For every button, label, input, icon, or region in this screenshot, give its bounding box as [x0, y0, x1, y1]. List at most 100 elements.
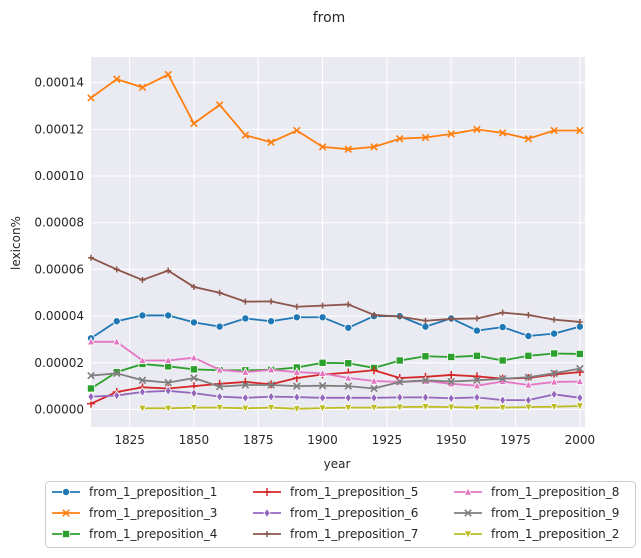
legend-entry: from_1_preposition_8: [454, 485, 619, 499]
data-point: [242, 298, 249, 305]
data-point: [395, 134, 404, 143]
data-point: [446, 403, 456, 413]
legend: from_1_preposition_1 from_1_preposition_3…: [45, 481, 636, 548]
data-point: [267, 381, 275, 389]
data-point: [113, 390, 121, 401]
data-point: [447, 377, 455, 386]
data-point: [576, 318, 583, 325]
legend-marker: [264, 531, 270, 537]
legend-marker: [62, 509, 70, 517]
data-point: [550, 349, 559, 358]
data-point: [447, 393, 455, 404]
data-point: [190, 388, 198, 399]
data-point: [524, 331, 533, 340]
data-point: [472, 380, 482, 390]
data-point: [395, 378, 404, 386]
series-from_1_preposition_2: [138, 402, 585, 414]
data-point: [421, 403, 430, 412]
data-point: [138, 355, 147, 364]
legend-entry: from_1_preposition_3: [52, 506, 217, 520]
data-point: [189, 318, 198, 327]
data-point: [138, 386, 147, 398]
data-point: [241, 314, 250, 323]
data-point: [164, 70, 172, 79]
data-point: [473, 376, 481, 385]
data-point: [575, 349, 584, 358]
series-line: [90, 314, 581, 340]
data-point: [369, 404, 379, 413]
data-point: [576, 392, 584, 403]
data-point: [345, 301, 352, 308]
data-point: [498, 404, 507, 413]
data-point: [241, 381, 250, 389]
data-point: [318, 358, 327, 367]
data-point: [421, 376, 430, 385]
data-point: [549, 403, 559, 412]
data-point: [86, 336, 96, 346]
series-from_1_preposition_6: [87, 385, 584, 406]
legend-marker: [62, 487, 71, 496]
x-tick-label: 1875: [243, 433, 274, 447]
data-point: [499, 309, 506, 316]
legend-entry: from_1_preposition_9: [454, 506, 619, 520]
data-point: [318, 404, 327, 414]
legend-entry: from_1_preposition_4: [52, 527, 217, 541]
data-point: [396, 392, 404, 403]
data-point: [112, 368, 121, 377]
data-point: [549, 376, 559, 386]
data-point: [267, 138, 275, 146]
data-point: [190, 374, 198, 382]
data-point: [163, 404, 173, 414]
x-tick-label: 1925: [372, 433, 403, 447]
data-point: [189, 352, 199, 362]
data-point: [138, 376, 147, 385]
data-point: [551, 316, 558, 323]
data-point: [524, 373, 533, 382]
data-point: [190, 119, 198, 128]
data-point: [498, 323, 507, 332]
legend-marker: [263, 507, 271, 519]
data-point: [266, 404, 276, 413]
x-tick-label: 1825: [114, 433, 145, 447]
plot-area: [91, 57, 585, 427]
data-point: [139, 276, 146, 283]
series-from_1_preposition_8: [86, 336, 585, 390]
x-ticks: 1825 1850 1875 1900 1925 1950 1975 2000: [114, 433, 595, 447]
data-point: [550, 126, 558, 135]
data-point: [421, 392, 430, 403]
data-point: [498, 356, 507, 365]
data-point: [370, 384, 378, 393]
legend-label: from_1_preposition_8: [491, 485, 619, 499]
legend-label: from_1_preposition_1: [89, 485, 217, 499]
data-point: [550, 369, 558, 378]
legend-marker: [463, 487, 473, 496]
data-point: [241, 404, 250, 414]
data-point: [87, 371, 95, 380]
data-point: [241, 367, 250, 376]
data-point: [344, 372, 353, 382]
data-point: [344, 359, 353, 368]
data-point: [319, 302, 326, 309]
data-point: [395, 403, 404, 413]
data-point: [163, 355, 173, 364]
data-point: [396, 313, 403, 320]
data-point: [87, 384, 96, 393]
data-point: [293, 126, 301, 135]
data-point: [215, 322, 224, 331]
data-point: [472, 372, 481, 381]
data-point: [344, 404, 353, 413]
data-point: [370, 392, 378, 403]
legend-entry: from_1_preposition_2: [454, 527, 619, 541]
data-point: [138, 83, 147, 92]
data-point: [215, 404, 224, 413]
data-point: [447, 130, 455, 138]
data-point: [164, 385, 172, 396]
legend-entry: from_1_preposition_7: [253, 527, 418, 541]
legend-label: from_1_preposition_6: [290, 506, 418, 520]
data-point: [550, 389, 558, 400]
data-point: [241, 392, 249, 403]
data-point: [421, 352, 430, 361]
data-point: [190, 283, 197, 290]
data-point: [395, 356, 404, 365]
series-line: [90, 256, 580, 323]
